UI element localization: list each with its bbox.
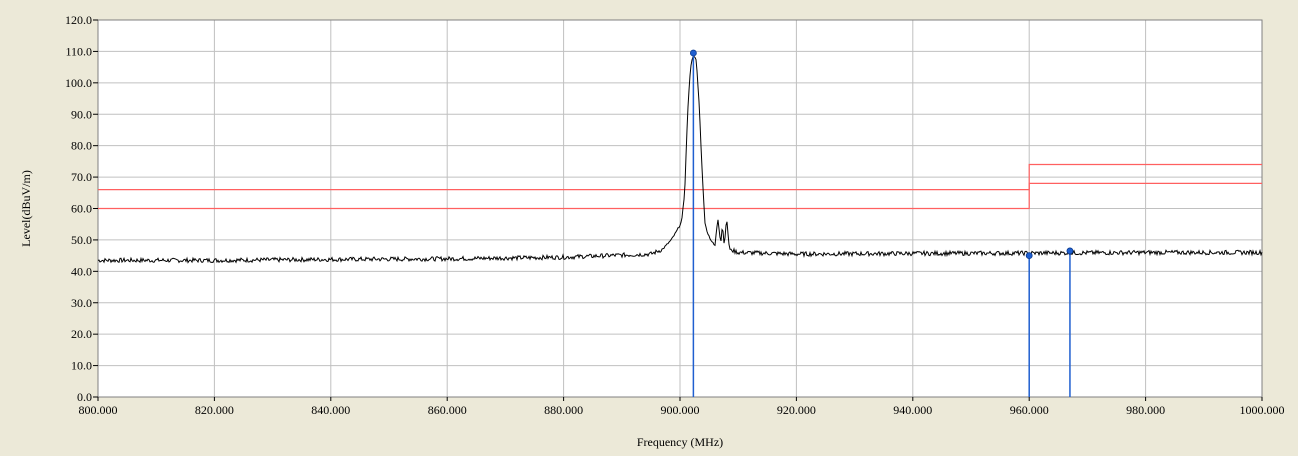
x-tick-label: 980.000 — [1126, 403, 1165, 417]
x-tick-label: 940.000 — [893, 403, 932, 417]
grid-lines — [97, 19, 1263, 398]
y-tick-label: 30.0 — [71, 296, 92, 310]
x-tick-label: 860.000 — [428, 403, 467, 417]
x-tick-label: 800.000 — [79, 403, 118, 417]
x-tick-label: 900.000 — [661, 403, 700, 417]
limit-line-1 — [98, 163, 1262, 191]
y-tick-label: 120.0 — [65, 13, 92, 27]
y-tick-label: 40.0 — [71, 264, 92, 278]
y-tick-label: 10.0 — [71, 359, 92, 373]
y-tick-label: 80.0 — [71, 139, 92, 153]
x-tick-label: 880.000 — [544, 403, 583, 417]
x-tick-label: 1000.000 — [1240, 403, 1285, 417]
y-tick-label: 70.0 — [71, 170, 92, 184]
marker-point-2 — [1025, 252, 1033, 260]
x-axis-label: Frequency (MHz) — [637, 435, 723, 449]
x-tick-label: 840.000 — [311, 403, 350, 417]
y-tick-label: 110.0 — [65, 44, 92, 58]
y-tick-label: 0.0 — [77, 390, 92, 404]
y-axis-label: Level(dBuV/m) — [19, 170, 33, 247]
y-tick-label: 50.0 — [71, 233, 92, 247]
x-tick-label: 820.000 — [195, 403, 234, 417]
y-tick-label: 100.0 — [65, 76, 92, 90]
marker-point-3 — [1066, 247, 1074, 255]
y-tick-label: 90.0 — [71, 107, 92, 121]
y-tick-label: 20.0 — [71, 327, 92, 341]
x-tick-label: 920.000 — [777, 403, 816, 417]
x-tick-label: 960.000 — [1010, 403, 1049, 417]
marker-point-1 — [689, 49, 697, 57]
limit-lines — [98, 163, 1262, 210]
tick-labels: 800.000 820.000 840.000 860.000 880.000 900.0… — [65, 13, 1285, 417]
y-tick-label: 60.0 — [71, 202, 92, 216]
marker-layer — [689, 49, 1074, 397]
limit-line-2 — [98, 182, 1262, 210]
